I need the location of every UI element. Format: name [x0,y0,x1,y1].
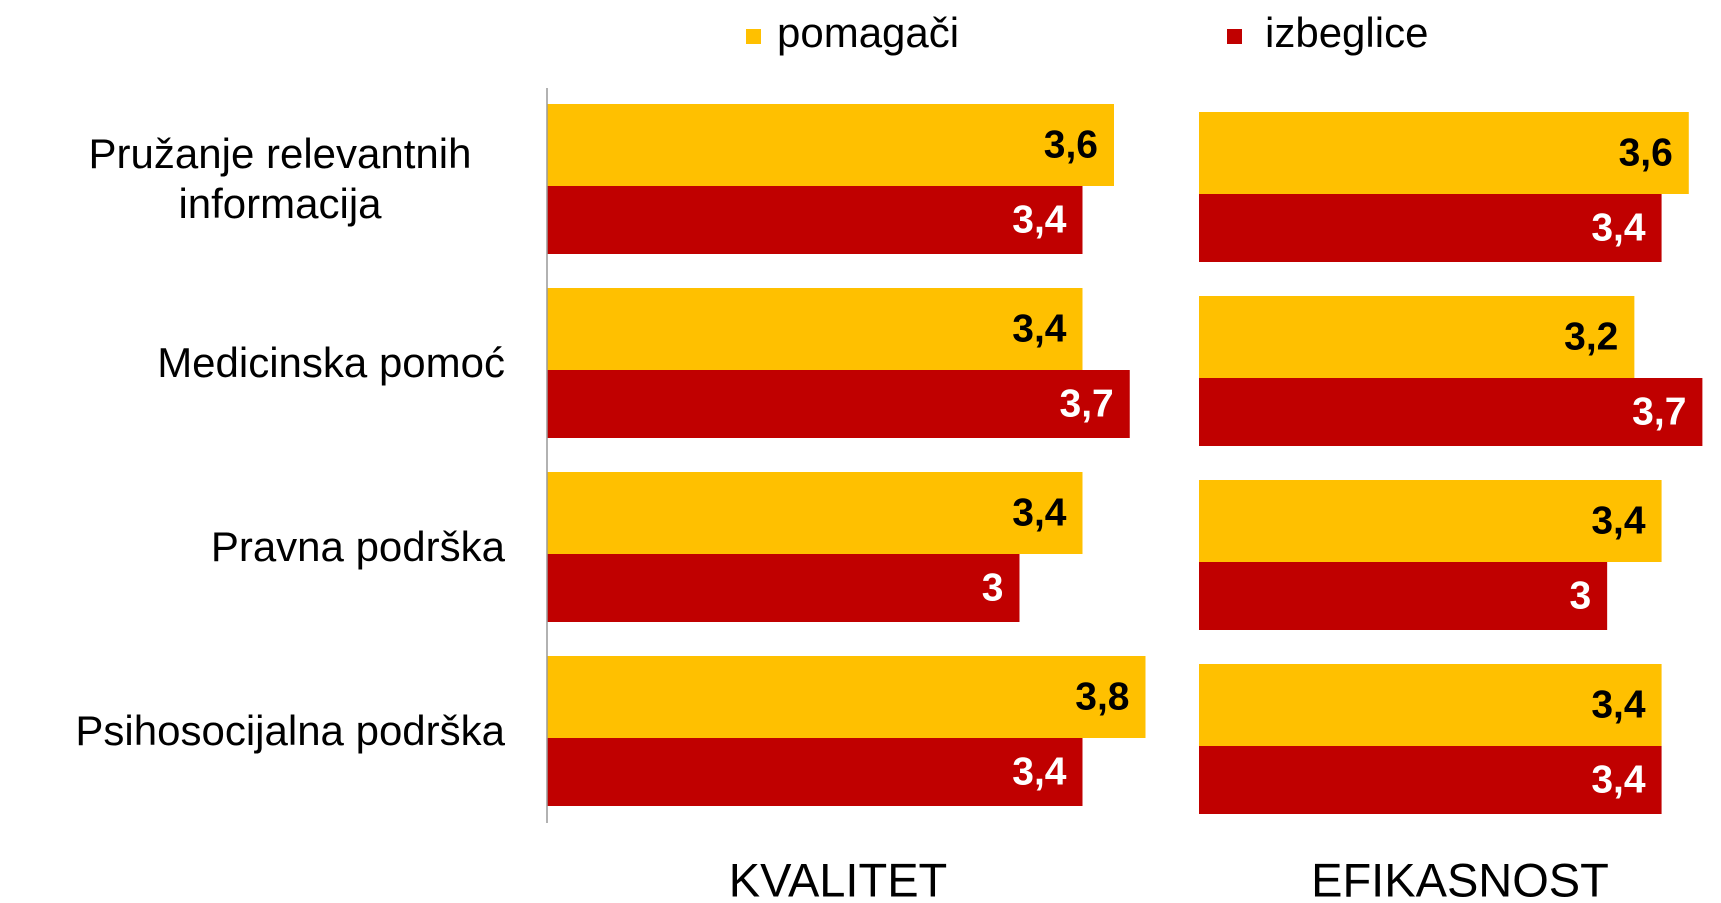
bar [547,554,1020,622]
chart-title: KVALITET [729,853,948,903]
value-label: 3,6 [1619,131,1673,174]
legend-label: pomagači [777,9,959,56]
category-label: Medicinska pomoć [157,339,505,386]
value-label: 3,4 [1591,499,1646,542]
legend-swatch [1227,29,1242,44]
value-label: 3,4 [1591,758,1646,801]
bar [547,472,1083,554]
value-label: 3,4 [1591,683,1646,726]
bar [1199,296,1635,378]
bar [547,288,1083,370]
value-label: 3 [1569,574,1591,617]
value-label: 3,4 [1012,491,1067,534]
bar [1199,562,1608,630]
bar [547,370,1130,438]
category-label: Pravna podrška [210,523,505,570]
bar [1199,378,1703,446]
value-label: 3,4 [1012,750,1067,793]
value-label: 3,6 [1044,123,1098,166]
bar [1199,194,1662,262]
category-label: Psihosocijalna podrška [75,707,505,754]
value-label: 3,7 [1060,382,1114,425]
value-label: 3 [982,566,1004,609]
bar [547,186,1083,254]
value-label: 3,8 [1075,675,1129,718]
bar [547,104,1114,186]
bar [547,656,1146,738]
bar [547,738,1083,806]
legend-label: izbeglice [1265,9,1428,56]
bar [1199,480,1662,562]
legend-swatch [746,29,761,44]
value-label: 3,2 [1564,315,1618,358]
value-label: 3,4 [1012,198,1067,241]
value-label: 3,4 [1012,307,1067,350]
value-label: 3,7 [1632,390,1686,433]
category-label: Pružanje relevantnih informacija [88,130,472,227]
value-label: 3,4 [1591,206,1646,249]
bar [1199,664,1662,746]
bar [1199,112,1689,194]
chart-title: EFIKASNOST [1311,853,1609,903]
bar [1199,746,1662,814]
